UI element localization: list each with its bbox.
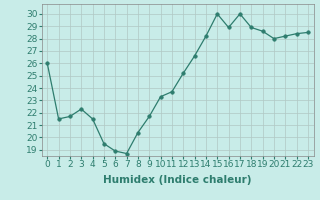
X-axis label: Humidex (Indice chaleur): Humidex (Indice chaleur) (103, 175, 252, 185)
